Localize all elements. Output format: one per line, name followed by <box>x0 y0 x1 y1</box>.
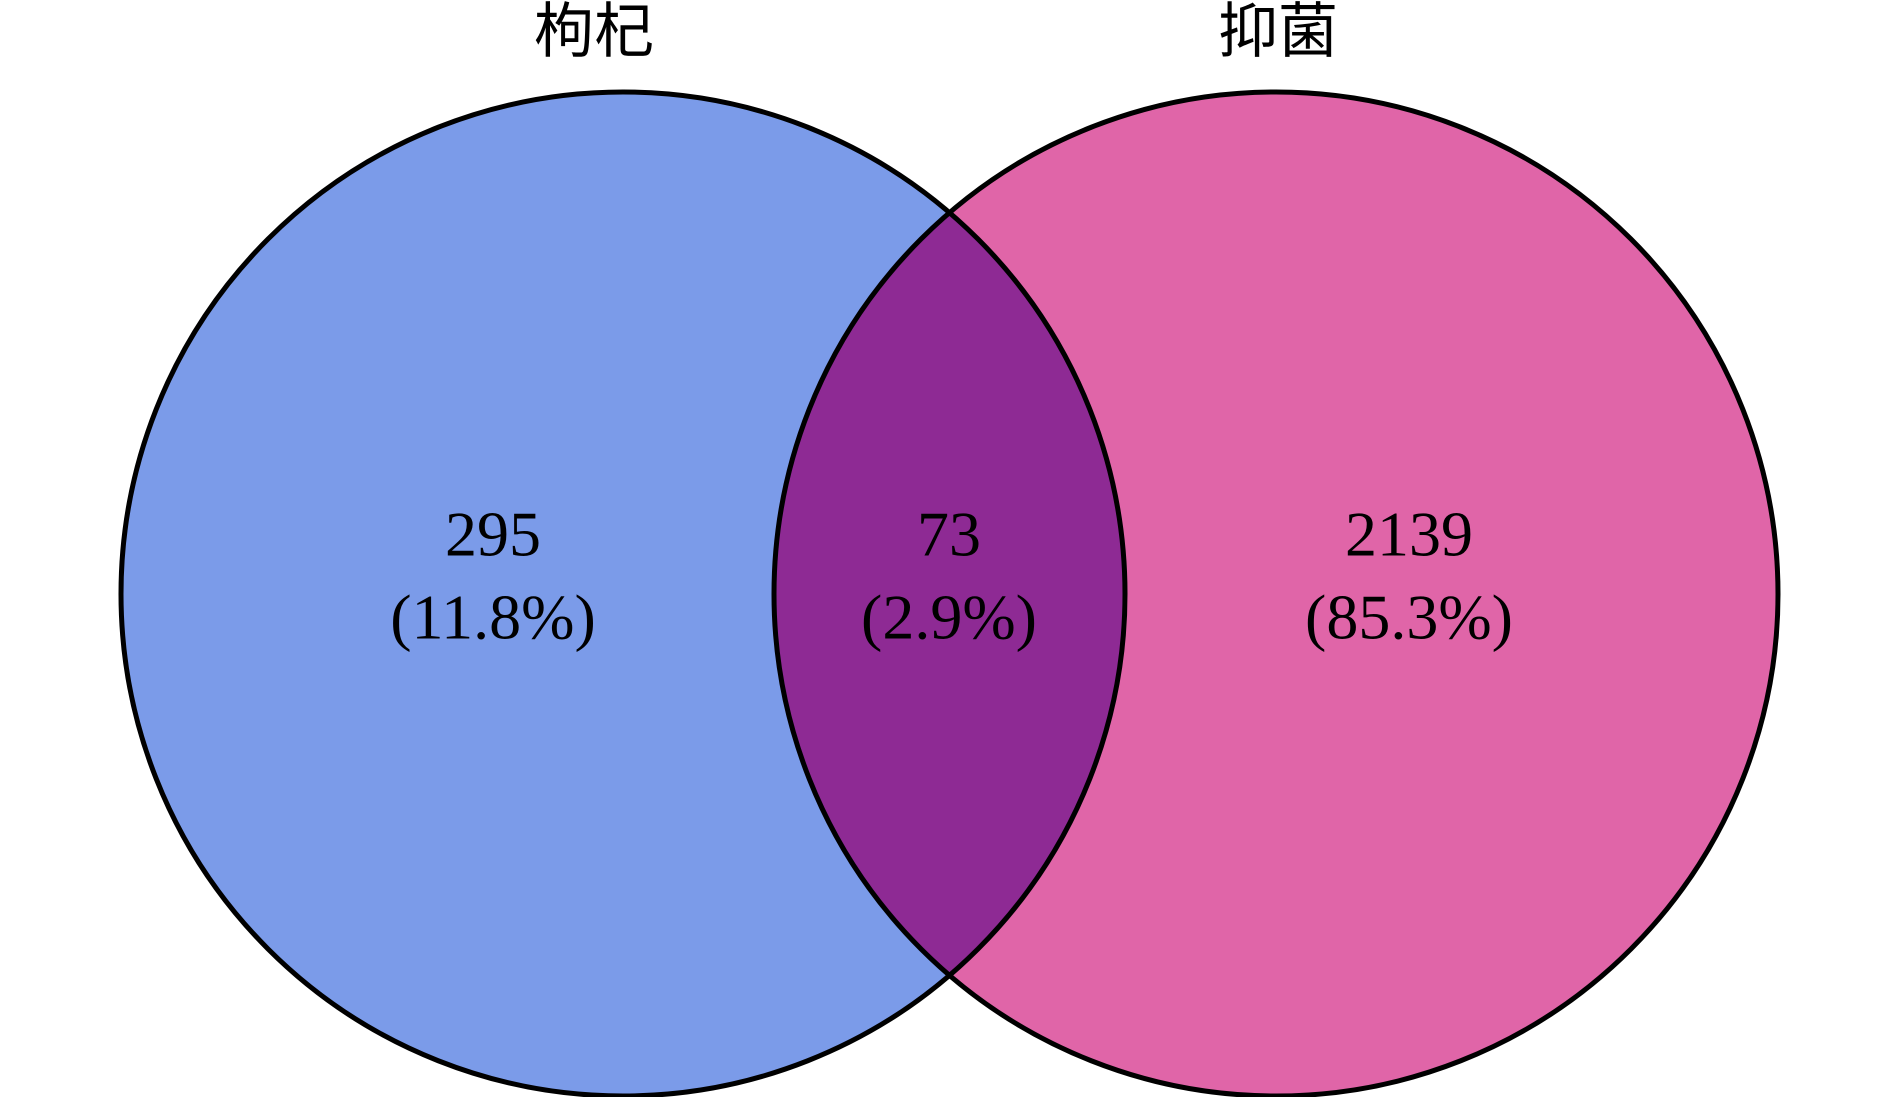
venn-overlap <box>774 212 1125 976</box>
venn-region <box>949 92 1779 1097</box>
circle-outline <box>118 89 1128 1097</box>
region-count: 295 <box>445 499 541 570</box>
set-title: 抑菌 <box>1218 0 1338 65</box>
circle-outline <box>771 89 1781 1097</box>
set-title: 枸杞 <box>534 0 654 65</box>
venn-region <box>121 92 950 1097</box>
region-count: 2139 <box>1345 499 1473 570</box>
region-share: (85.3%) <box>1305 582 1513 653</box>
region-share: (11.8%) <box>390 582 596 653</box>
region-share: (2.9%) <box>861 582 1037 653</box>
region-count: 73 <box>917 499 981 570</box>
